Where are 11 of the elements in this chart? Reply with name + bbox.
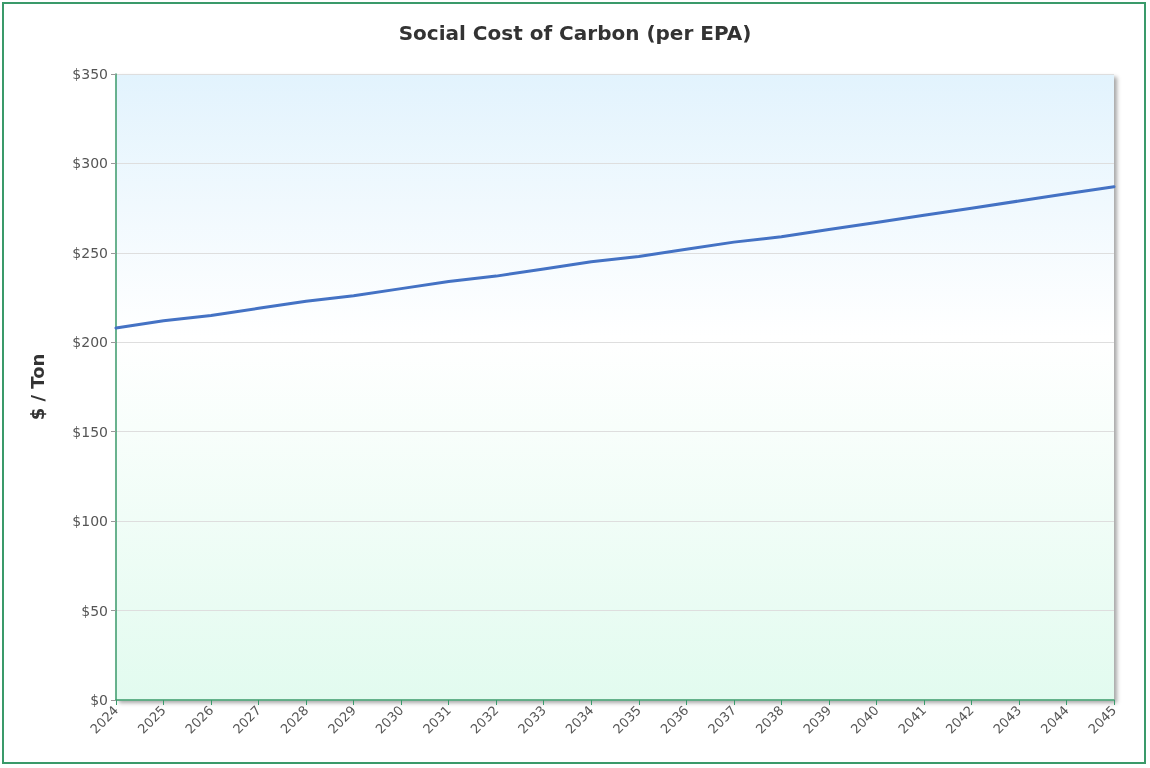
y-tick-label: $100 (72, 513, 108, 530)
y-tick-label: $300 (72, 155, 108, 172)
y-tick-label: $50 (81, 602, 108, 619)
y-axis-title: $ / Ton (26, 353, 48, 421)
line-series (114, 185, 1116, 330)
chart-title: Social Cost of Carbon (per EPA) (398, 21, 752, 45)
y-tick-label: $350 (72, 66, 108, 82)
y-tick-label: $150 (72, 423, 108, 440)
y-tick-label: $0 (90, 692, 108, 708)
y-tick-label: $250 (72, 244, 108, 261)
y-tick-label: $200 (72, 334, 108, 351)
